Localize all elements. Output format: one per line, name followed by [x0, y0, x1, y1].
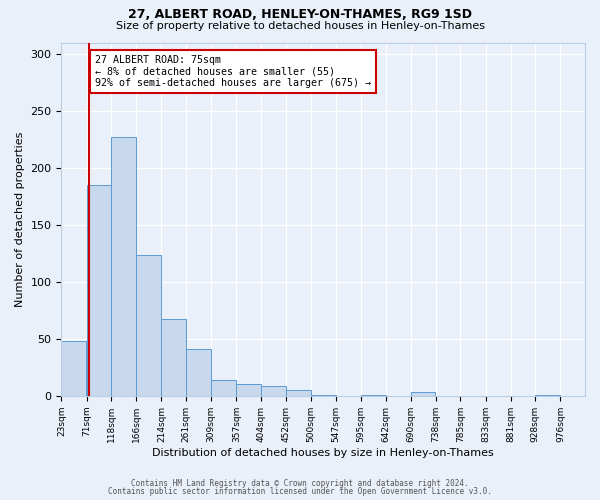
Bar: [61, 341, 86, 396]
Bar: [136, 254, 161, 396]
Bar: [410, 392, 435, 396]
Text: Size of property relative to detached houses in Henley-on-Thames: Size of property relative to detached ho…: [115, 21, 485, 31]
Bar: [286, 390, 311, 396]
Bar: [535, 394, 560, 396]
Bar: [211, 380, 236, 396]
Bar: [236, 384, 261, 396]
Text: 27 ALBERT ROAD: 75sqm
← 8% of detached houses are smaller (55)
92% of semi-detac: 27 ALBERT ROAD: 75sqm ← 8% of detached h…: [95, 55, 371, 88]
X-axis label: Distribution of detached houses by size in Henley-on-Thames: Distribution of detached houses by size …: [152, 448, 494, 458]
Bar: [186, 349, 211, 396]
Text: Contains public sector information licensed under the Open Government Licence v3: Contains public sector information licen…: [108, 487, 492, 496]
Bar: [311, 394, 336, 396]
Text: 27, ALBERT ROAD, HENLEY-ON-THAMES, RG9 1SD: 27, ALBERT ROAD, HENLEY-ON-THAMES, RG9 1…: [128, 8, 472, 20]
Bar: [86, 185, 111, 396]
Bar: [361, 394, 386, 396]
Bar: [261, 386, 286, 396]
Bar: [161, 320, 186, 396]
Text: Contains HM Land Registry data © Crown copyright and database right 2024.: Contains HM Land Registry data © Crown c…: [131, 478, 469, 488]
Y-axis label: Number of detached properties: Number of detached properties: [15, 132, 25, 307]
Bar: [111, 137, 136, 396]
